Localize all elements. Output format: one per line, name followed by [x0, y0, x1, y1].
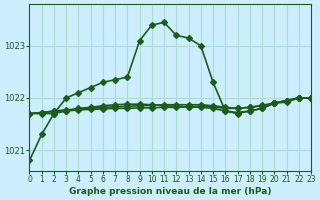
X-axis label: Graphe pression niveau de la mer (hPa): Graphe pression niveau de la mer (hPa)	[69, 187, 271, 196]
